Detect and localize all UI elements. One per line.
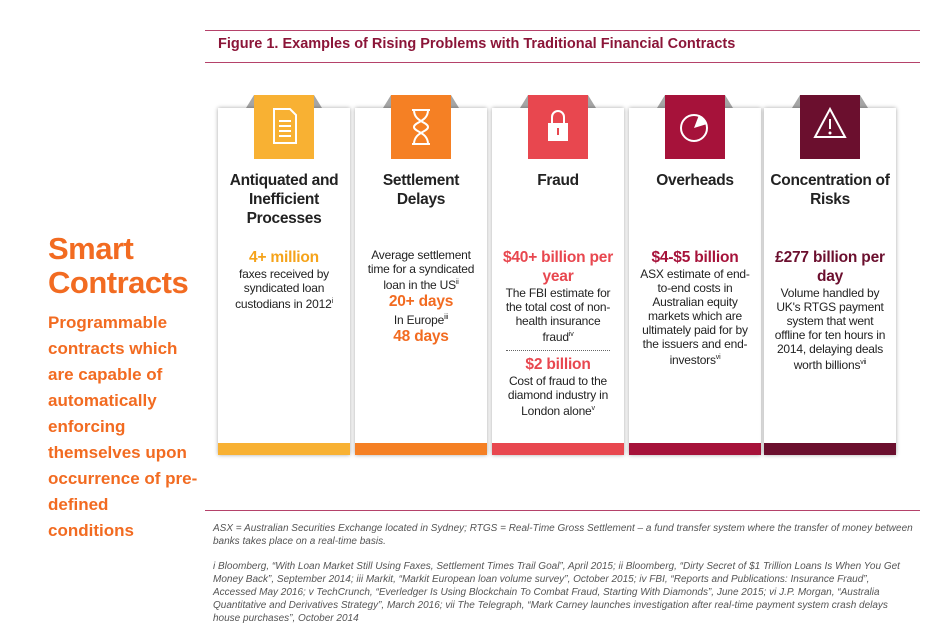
footnote: i Bloomberg, “With Loan Market Still Usi… xyxy=(213,561,900,624)
card-body: Average settlement time for a syndicated… xyxy=(363,248,479,346)
card-body: $40+ billion per year The FBI estimate fo… xyxy=(500,248,616,418)
text: 20+ days xyxy=(388,293,454,310)
card: Concentration of Risks £277 billion per d… xyxy=(764,95,896,455)
highlight-value: $4-$5 billion xyxy=(637,248,753,267)
rule xyxy=(205,62,920,63)
rule xyxy=(205,510,920,511)
figure-title: Figure 1. Examples of Rising Problems wi… xyxy=(218,36,736,52)
card-band xyxy=(492,443,624,455)
card-icon xyxy=(792,95,868,159)
card-body: 4+ million faxes received by syndicated l… xyxy=(226,248,342,311)
footnote-ref: iv xyxy=(568,331,574,338)
card: Settlement Delays Average settlement time… xyxy=(355,95,487,455)
card: Fraud $40+ billion per year The FBI estima… xyxy=(492,95,624,455)
sidebar-text: Programmable contracts which are capable… xyxy=(48,313,198,540)
rule xyxy=(205,30,920,31)
sidebar-heading: Smart Contracts xyxy=(48,231,189,300)
card-title: Overheads xyxy=(656,172,734,189)
text: 48 days xyxy=(393,328,449,345)
card: Antiquated and Inefficient Processes 4+ m… xyxy=(218,95,350,455)
text: 4+ million xyxy=(249,249,319,266)
highlight-value: 4+ million xyxy=(226,248,342,267)
card-body: £277 billion per day Volume handled by UK… xyxy=(772,248,888,372)
card-band xyxy=(764,443,896,455)
text: $40+ billion per year xyxy=(502,249,614,285)
card-title: Concentration of Risks xyxy=(770,172,890,208)
footnote-ref: i xyxy=(331,298,334,305)
text: The FBI estimate for the total cost of n… xyxy=(505,286,611,344)
card-title: Settlement Delays xyxy=(382,172,460,208)
text: $2 billion xyxy=(525,356,591,373)
card-title: Fraud xyxy=(537,172,579,189)
card-band xyxy=(218,443,350,455)
text: £277 billion per day xyxy=(775,249,885,285)
description: The FBI estimate for the total cost of n… xyxy=(500,286,616,344)
card-body: $4-$5 billion ASX estimate of end-to-end … xyxy=(637,248,753,367)
description: ASX estimate of end-to-end costs in Aust… xyxy=(637,267,753,367)
icon xyxy=(412,109,430,145)
icon xyxy=(680,114,708,142)
description: Volume handled by UK's RTGS payment syst… xyxy=(772,286,888,372)
icon xyxy=(548,110,568,141)
icon xyxy=(273,108,297,144)
description: Average settlement time for a syndicated… xyxy=(363,248,479,292)
card-icon xyxy=(657,95,733,159)
highlight-value: £277 billion per day xyxy=(772,248,888,286)
card-icon xyxy=(246,95,322,159)
card-title: Antiquated and Inefficient Processes xyxy=(229,172,339,227)
footnote-ref: vii xyxy=(860,359,867,366)
text: In Europe xyxy=(393,313,445,327)
description: Cost of fraud to the diamond industry in… xyxy=(500,374,616,418)
icon xyxy=(813,106,847,138)
text: Cost of fraud to the diamond industry in… xyxy=(507,374,609,418)
description: In Europeiii xyxy=(363,311,479,327)
card-band xyxy=(629,443,761,455)
footnote-ref: v xyxy=(591,405,596,412)
description: faxes received by syndicated loan custod… xyxy=(226,267,342,311)
highlight-value: $40+ billion per year xyxy=(500,248,616,286)
text: Volume handled by UK's RTGS payment syst… xyxy=(774,286,886,372)
highlight-value: $2 billion xyxy=(500,355,616,374)
text: faxes received by syndicated loan custod… xyxy=(235,267,332,311)
footnote-ref: vi xyxy=(715,354,721,361)
card: Overheads $4-$5 billion ASX estimate of en… xyxy=(629,95,761,455)
text: $4-$5 billion xyxy=(651,249,739,266)
card-band xyxy=(355,443,487,455)
footnote-ref: iii xyxy=(444,314,449,321)
footnote: ASX = Australian Securities Exchange loc… xyxy=(213,523,913,547)
card-icon xyxy=(383,95,459,159)
text: ASX estimate of end-to-end costs in Aust… xyxy=(640,267,750,367)
card-icon xyxy=(520,95,596,159)
highlight-value: 20+ days xyxy=(363,292,479,311)
text: Average settlement time for a syndicated… xyxy=(367,248,475,292)
highlight-value: 48 days xyxy=(363,327,479,346)
footnote-ref: ii xyxy=(455,279,459,286)
divider xyxy=(506,350,610,351)
